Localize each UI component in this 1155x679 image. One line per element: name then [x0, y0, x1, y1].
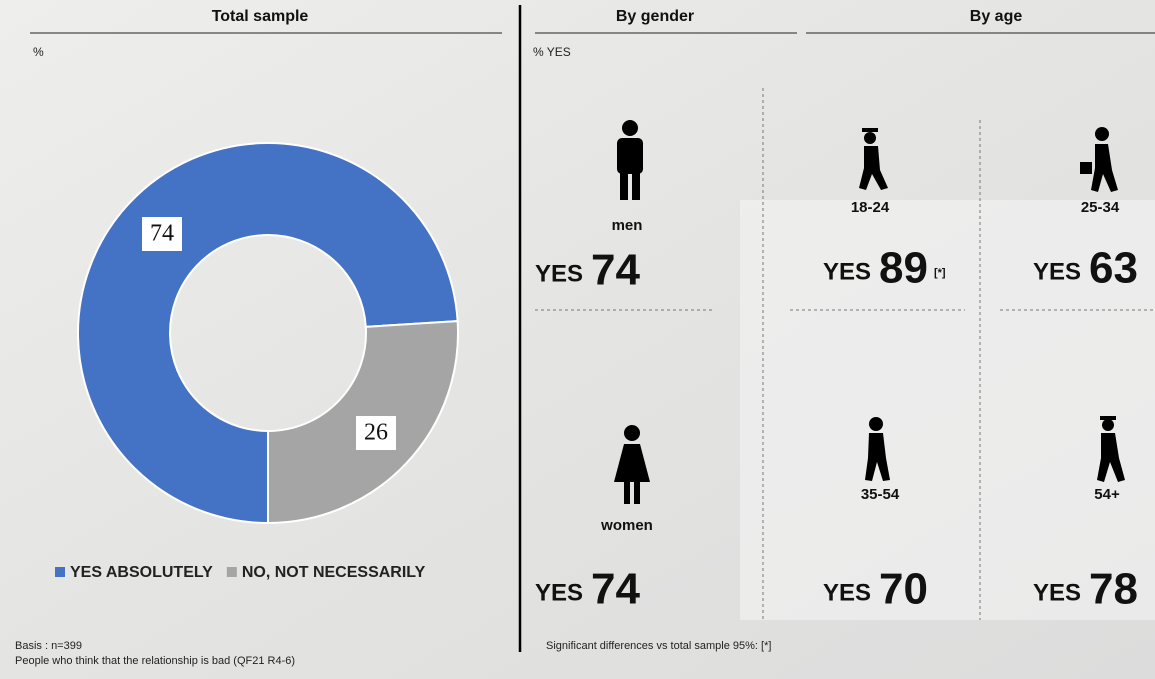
footnote: People who think that the relationship i…: [15, 655, 295, 667]
icon-man: [617, 120, 643, 200]
unit-label: %: [33, 45, 44, 59]
data-label: 74: [150, 221, 174, 247]
stat-value: 78: [1089, 565, 1138, 614]
yes-label: YES: [1033, 258, 1081, 285]
icon-student: [859, 128, 888, 190]
panel-title: By age: [970, 8, 1023, 25]
icon-senior: [1097, 416, 1125, 482]
significance-note: Significant differences vs total sample …: [546, 640, 771, 652]
group-label: 35-54: [861, 486, 900, 503]
stat-value: 74: [591, 565, 640, 614]
stat-value: 63: [1089, 244, 1138, 293]
data-label-box: [356, 416, 396, 450]
icon-worker: [1080, 127, 1118, 192]
yes-label: YES: [535, 260, 583, 287]
yes-label: YES: [823, 258, 871, 285]
significance-marker: [*]: [934, 267, 946, 279]
legend-label: YES ABSOLUTELY: [70, 564, 213, 581]
basis: Basis : n=399: [15, 640, 82, 652]
group-label: women: [600, 517, 653, 534]
yes-label: YES: [535, 579, 583, 606]
stat-value: 74: [591, 246, 640, 295]
yes-label: YES: [1033, 579, 1081, 606]
stat-value: 70: [879, 565, 928, 614]
data-label: 26: [364, 420, 388, 446]
group-label: 54+: [1094, 486, 1120, 503]
legend-swatch: [55, 567, 65, 577]
panel-title: Total sample: [212, 8, 309, 25]
data-label-box: [142, 217, 182, 251]
icon-woman: [614, 425, 650, 504]
group-label: 25-34: [1081, 199, 1120, 216]
group-label: 18-24: [851, 199, 890, 216]
stat-value: 89: [879, 244, 928, 293]
legend-label: NO, NOT NECESSARILY: [242, 564, 426, 581]
icon-adult: [865, 417, 890, 481]
yes-label: YES: [823, 579, 871, 606]
panel-title: By gender: [616, 8, 694, 25]
group-label: men: [612, 217, 643, 234]
building: [740, 200, 1155, 620]
unit-label: % YES: [533, 45, 571, 59]
legend-swatch: [226, 567, 237, 577]
